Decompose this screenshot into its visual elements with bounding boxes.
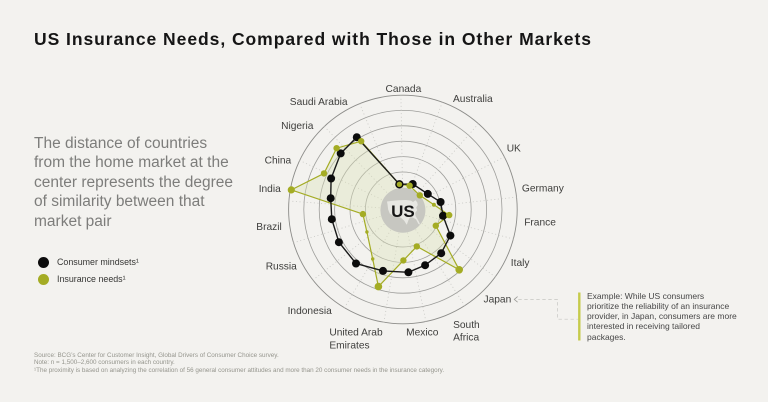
svg-text:France: France: [524, 218, 556, 229]
svg-text:Russia: Russia: [266, 261, 297, 272]
svg-text:Africa: Africa: [453, 333, 479, 344]
svg-text:China: China: [265, 155, 292, 166]
svg-text:South: South: [453, 320, 480, 331]
svg-text:Nigeria: Nigeria: [281, 121, 314, 132]
svg-text:Mexico: Mexico: [406, 328, 439, 339]
svg-text:Australia: Australia: [453, 94, 493, 105]
svg-text:Canada: Canada: [386, 84, 422, 95]
svg-text:UK: UK: [507, 144, 521, 155]
svg-text:Germany: Germany: [522, 184, 565, 195]
svg-text:US: US: [391, 202, 415, 221]
svg-text:Emirates: Emirates: [329, 340, 369, 351]
svg-text:India: India: [259, 184, 281, 195]
svg-text:Indonesia: Indonesia: [288, 306, 333, 317]
svg-text:Italy: Italy: [511, 258, 531, 269]
svg-text:Japan: Japan: [484, 294, 512, 305]
svg-text:Saudi Arabia: Saudi Arabia: [290, 97, 348, 108]
svg-text:United Arab: United Arab: [329, 328, 383, 339]
svg-text:Brazil: Brazil: [256, 222, 281, 233]
